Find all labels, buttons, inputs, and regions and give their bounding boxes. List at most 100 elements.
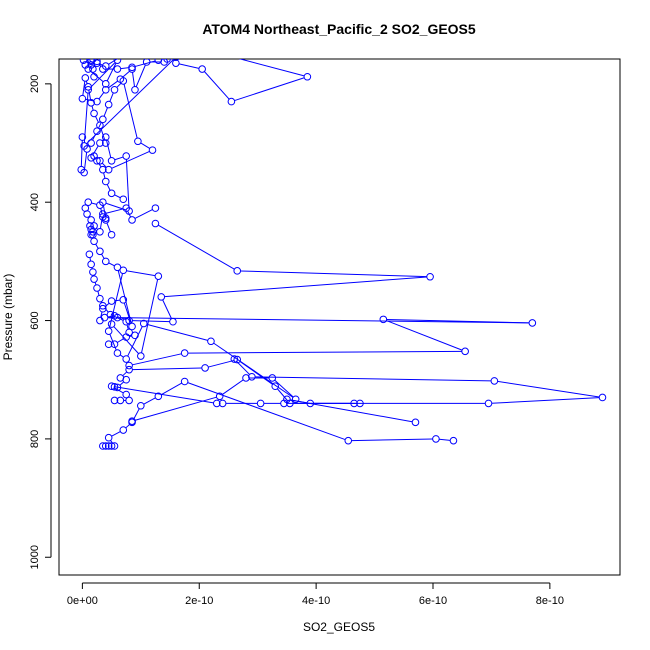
data-point — [598, 393, 607, 402]
series-segment — [123, 83, 138, 139]
series-segment — [208, 359, 235, 368]
data-point — [104, 327, 113, 336]
series-segment — [222, 379, 244, 395]
data-point — [137, 352, 145, 360]
data-point — [107, 156, 116, 165]
series-segment — [101, 162, 107, 168]
data-point — [126, 48, 133, 55]
data-point — [128, 322, 136, 331]
series-2 — [110, 355, 420, 427]
data-point — [87, 98, 95, 107]
data-point — [96, 247, 104, 256]
series-segment — [108, 80, 118, 89]
data-point — [93, 97, 101, 106]
series-segment — [113, 315, 124, 321]
data-point — [101, 85, 110, 94]
series-7 — [86, 222, 136, 331]
data-point — [99, 442, 107, 450]
data-point — [79, 59, 88, 64]
data-point — [101, 442, 110, 450]
data-point — [113, 59, 122, 64]
data-point — [151, 204, 160, 212]
series-segment — [497, 380, 600, 398]
series-segment — [140, 142, 150, 149]
data-point — [110, 442, 119, 450]
series-segment — [95, 116, 99, 123]
data-point — [104, 340, 113, 349]
series-segment — [103, 107, 108, 117]
x-tick-label: 0e+00 — [67, 595, 98, 607]
series-segment — [135, 64, 146, 87]
data-point — [207, 337, 215, 346]
data-point — [484, 399, 493, 408]
series-1 — [99, 377, 458, 450]
series-segment — [114, 386, 214, 404]
data-point — [101, 177, 110, 186]
series-segment — [90, 62, 116, 88]
series-segment — [106, 62, 117, 82]
data-point — [101, 257, 110, 266]
y-tick-label: 800 — [29, 430, 41, 448]
series-segment — [114, 194, 121, 199]
data-point — [256, 399, 265, 408]
series-6 — [85, 250, 139, 349]
data-point — [128, 216, 136, 224]
series-segment — [135, 60, 156, 67]
data-point — [128, 417, 136, 425]
data-point — [99, 304, 107, 313]
data-point — [169, 317, 177, 326]
series-segment — [187, 382, 346, 441]
data-point — [411, 418, 420, 427]
data-point — [128, 63, 136, 72]
series-segment — [82, 81, 86, 96]
data-point — [84, 65, 93, 73]
data-point — [125, 365, 133, 374]
series-segment — [125, 424, 130, 429]
data-point — [113, 263, 122, 272]
data-point — [122, 355, 131, 363]
data-point — [90, 237, 98, 246]
series-segment — [126, 270, 156, 277]
series-segment — [132, 52, 164, 58]
series-segment — [101, 253, 105, 259]
data-point — [80, 168, 88, 177]
data-point — [242, 374, 250, 382]
data-point — [219, 51, 226, 58]
series-segment — [114, 299, 121, 302]
data-point — [104, 100, 113, 109]
data-point — [154, 59, 163, 64]
data-point — [268, 374, 277, 382]
series-segment — [204, 71, 230, 100]
data-point — [122, 390, 131, 399]
data-point — [125, 328, 133, 337]
series-segment — [106, 140, 112, 158]
series-segment — [117, 338, 124, 343]
data-point — [201, 364, 209, 372]
series-3 — [107, 355, 607, 408]
series-segment — [83, 93, 89, 143]
series-segment — [386, 320, 463, 351]
data-point — [198, 65, 206, 73]
y-tick-label: 400 — [29, 193, 41, 211]
series-segment — [86, 59, 174, 145]
series-segment — [439, 438, 451, 441]
data-point — [86, 222, 94, 230]
series-segment — [106, 222, 111, 232]
series-segment — [100, 128, 106, 141]
data-point — [96, 156, 104, 165]
series-segment — [98, 63, 102, 67]
y-tick-label: 600 — [29, 311, 41, 329]
data-point — [139, 319, 148, 328]
y-tick-label: 1000 — [29, 545, 41, 569]
series-segment — [88, 89, 92, 100]
series-9 — [87, 133, 133, 222]
data-point — [233, 267, 242, 275]
x-tick-label: 2e-10 — [185, 595, 213, 607]
data-point — [99, 65, 107, 73]
series-segment — [187, 350, 462, 354]
data-point — [344, 436, 353, 445]
data-point — [122, 152, 131, 160]
series-segment — [276, 388, 289, 402]
data-point — [271, 382, 280, 391]
